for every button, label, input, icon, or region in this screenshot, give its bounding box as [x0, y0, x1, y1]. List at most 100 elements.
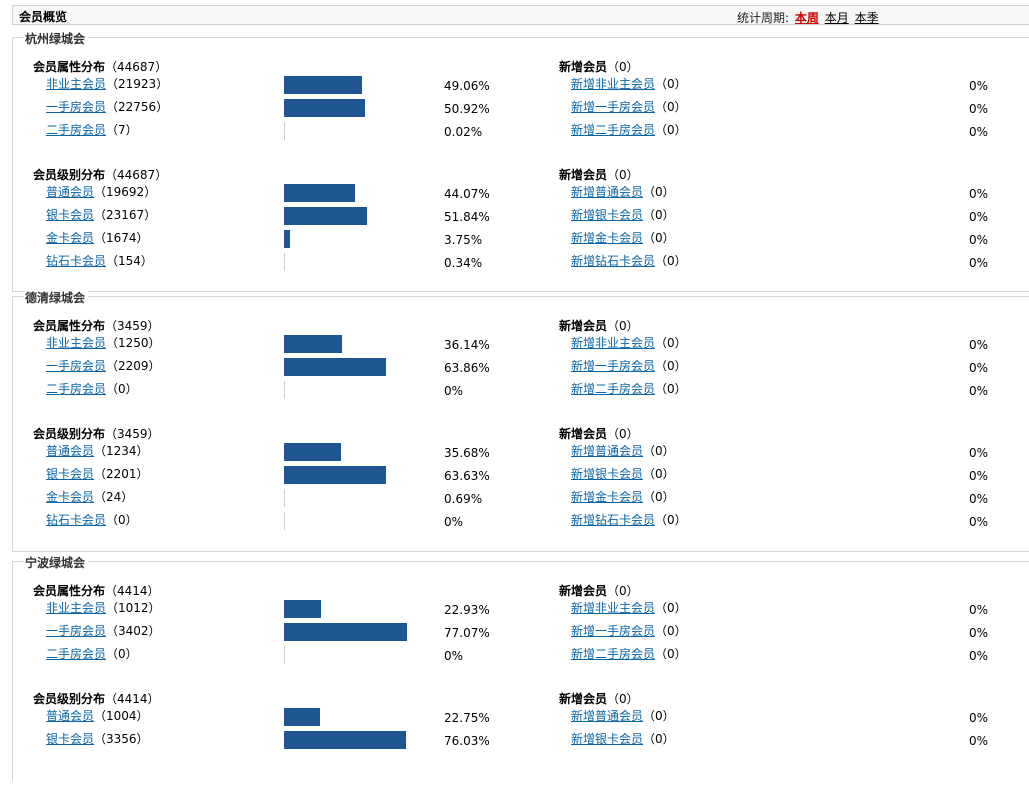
page-title: 会员概览	[19, 10, 68, 24]
member-category-link[interactable]: 二手房会员	[46, 647, 107, 661]
percentage-bar-track	[284, 99, 414, 117]
percentage-bar-track	[284, 335, 414, 353]
stat-row: 非业主会员（1250） 36.14% 新增非业主会员（0） 0%	[13, 334, 1029, 354]
member-category-link[interactable]: 非业主会员	[46, 601, 107, 615]
new-member-category-link[interactable]: 新增普通会员	[571, 185, 644, 199]
new-member-category: 新增非业主会员（0）	[571, 599, 687, 616]
distribution-heading: 会员级别分布（44687）	[33, 166, 167, 183]
new-member-category-link[interactable]: 新增金卡会员	[571, 490, 644, 504]
member-category: 钻石卡会员（154）	[46, 252, 153, 269]
member-category-link[interactable]: 普通会员	[46, 709, 95, 723]
percentage-bar	[284, 230, 290, 248]
new-member-category-link[interactable]: 新增钻石卡会员	[571, 254, 656, 268]
new-member-category-link[interactable]: 新增普通会员	[571, 444, 644, 458]
member-category-link[interactable]: 二手房会员	[46, 123, 107, 137]
member-count: （1250）	[106, 336, 161, 350]
new-member-category-link[interactable]: 新增银卡会员	[571, 732, 644, 746]
member-category-link[interactable]: 非业主会员	[46, 336, 107, 350]
distribution-title: 会员属性分布	[33, 584, 106, 598]
new-member-category-link[interactable]: 新增非业主会员	[571, 77, 656, 91]
percentage-value: 51.84%	[444, 210, 490, 224]
member-category-link[interactable]: 非业主会员	[46, 77, 107, 91]
new-member-category-link[interactable]: 新增一手房会员	[571, 359, 656, 373]
region-panel: 德清绿城会 会员属性分布（3459） 新增会员（0） 非业主会员（1250） 36.14…	[12, 289, 1029, 552]
new-member-category: 新增一手房会员（0）	[571, 98, 687, 115]
percentage-bar	[284, 207, 367, 225]
region-panel: 宁波绿城会 会员属性分布（4414） 新增会员（0） 非业主会员（1012） 22.93…	[12, 554, 1029, 781]
percentage-bar	[284, 443, 341, 461]
percentage-bar-track	[284, 708, 414, 726]
new-member-category-link[interactable]: 新增非业主会员	[571, 336, 656, 350]
member-category-link[interactable]: 一手房会员	[46, 624, 107, 638]
percentage-bar-track	[284, 184, 414, 202]
member-category-link[interactable]: 银卡会员	[46, 732, 95, 746]
member-category-link[interactable]: 银卡会员	[46, 208, 95, 222]
member-category: 银卡会员（23167）	[46, 206, 156, 223]
member-category: 金卡会员（24）	[46, 488, 133, 505]
new-member-count: （0）	[655, 123, 687, 137]
new-member-category-link[interactable]: 新增一手房会员	[571, 100, 656, 114]
new-member-category-link[interactable]: 新增一手房会员	[571, 624, 656, 638]
new-member-category-link[interactable]: 新增普通会员	[571, 709, 644, 723]
new-percentage-value: 0%	[969, 734, 989, 748]
percentage-bar-track	[284, 230, 414, 248]
stat-row: 非业主会员（21923） 49.06% 新增非业主会员（0） 0%	[13, 75, 1029, 95]
new-member-category-link[interactable]: 新增银卡会员	[571, 467, 644, 481]
level-distribution-block: 会员级别分布（44687） 新增会员（0） 普通会员（19692） 44.07% 新增普…	[13, 166, 1029, 271]
percentage-bar-track	[284, 207, 414, 225]
member-category-link[interactable]: 一手房会员	[46, 359, 107, 373]
new-percentage-value: 0%	[969, 102, 989, 116]
member-category: 二手房会员（0）	[46, 645, 138, 662]
member-count: （1012）	[106, 601, 161, 615]
new-member-count: （0）	[643, 467, 675, 481]
new-percentage-value: 0%	[969, 79, 989, 93]
member-category-link[interactable]: 普通会员	[46, 444, 95, 458]
new-percentage-value: 0%	[969, 649, 989, 663]
new-members-total: （0）	[607, 168, 639, 182]
member-category: 普通会员（1234）	[46, 442, 149, 459]
new-member-category: 新增普通会员（0）	[571, 183, 675, 200]
period-this-month[interactable]: 本月	[824, 11, 849, 25]
distribution-heading: 会员属性分布（4414）	[33, 582, 160, 599]
region-title: 德清绿城会	[24, 289, 89, 306]
new-member-count: （0）	[643, 208, 675, 222]
percentage-value: 0%	[444, 384, 464, 398]
member-category-link[interactable]: 普通会员	[46, 185, 95, 199]
new-member-count: （0）	[655, 77, 687, 91]
new-member-category-link[interactable]: 新增非业主会员	[571, 601, 656, 615]
member-count: （24）	[94, 490, 134, 504]
new-member-category-link[interactable]: 新增钻石卡会员	[571, 513, 656, 527]
member-category-link[interactable]: 二手房会员	[46, 382, 107, 396]
member-category-link[interactable]: 银卡会员	[46, 467, 95, 481]
member-category: 金卡会员（1674）	[46, 229, 149, 246]
stat-row: 银卡会员（23167） 51.84% 新增银卡会员（0） 0%	[13, 206, 1029, 226]
region-panel: 杭州绿城会 会员属性分布（44687） 新增会员（0） 非业主会员（21923） 49.…	[12, 30, 1029, 292]
percentage-value: 76.03%	[444, 734, 490, 748]
member-category-link[interactable]: 钻石卡会员	[46, 513, 107, 527]
member-category-link[interactable]: 钻石卡会员	[46, 254, 107, 268]
new-members-heading: 新增会员（0）	[559, 425, 639, 442]
distribution-title: 会员级别分布	[33, 168, 106, 182]
page-header: 会员概览 统计周期: 本周 本月 本季	[12, 5, 1029, 25]
member-category-link[interactable]: 一手房会员	[46, 100, 107, 114]
percentage-bar	[284, 646, 285, 664]
member-category-link[interactable]: 金卡会员	[46, 490, 95, 504]
new-member-category-link[interactable]: 新增二手房会员	[571, 123, 656, 137]
stat-row: 金卡会员（24） 0.69% 新增金卡会员（0） 0%	[13, 488, 1029, 508]
period-this-quarter[interactable]: 本季	[854, 11, 879, 25]
percentage-value: 44.07%	[444, 187, 490, 201]
member-category: 非业主会员（1250）	[46, 334, 161, 351]
new-member-category-link[interactable]: 新增金卡会员	[571, 231, 644, 245]
period-this-week[interactable]: 本周	[794, 11, 819, 25]
member-category-link[interactable]: 金卡会员	[46, 231, 95, 245]
new-member-count: （0）	[643, 185, 675, 199]
new-members-heading: 新增会员（0）	[559, 317, 639, 334]
new-members-title: 新增会员	[559, 60, 608, 74]
member-count: （2201）	[94, 467, 149, 481]
new-member-category-link[interactable]: 新增二手房会员	[571, 382, 656, 396]
attribute-distribution-block: 会员属性分布（44687） 新增会员（0） 非业主会员（21923） 49.06% 新增…	[13, 58, 1029, 158]
member-count: （1004）	[94, 709, 149, 723]
new-member-category-link[interactable]: 新增银卡会员	[571, 208, 644, 222]
percentage-bar	[284, 122, 285, 140]
new-member-category-link[interactable]: 新增二手房会员	[571, 647, 656, 661]
